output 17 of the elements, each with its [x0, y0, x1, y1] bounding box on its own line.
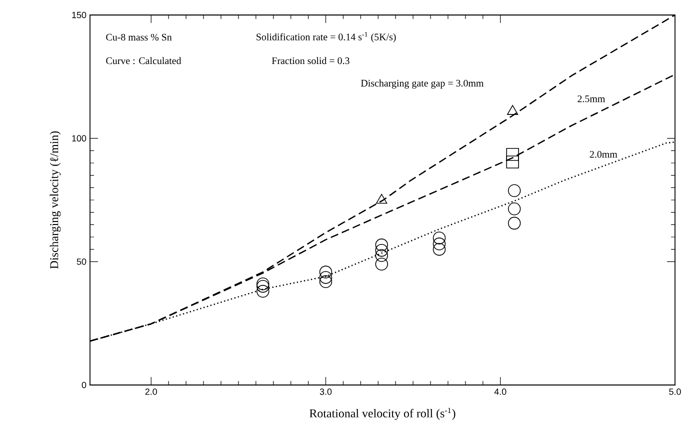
annotation: Fraction solid = 0.3 — [272, 57, 350, 64]
y-tick-label: 0 — [82, 382, 86, 388]
y-axis-title: Discharging velocity (ℓ/min) — [50, 131, 61, 269]
x-tick-label: 2.0 — [145, 388, 158, 395]
annotation: 2.5mm — [578, 96, 606, 102]
annotation: Curve : Calculated — [106, 57, 182, 64]
x-tick-label: 3.0 — [320, 388, 332, 395]
y-tick-label: 150 — [72, 12, 86, 18]
annotation: Discharging gate gap = 3.0mm — [360, 80, 484, 89]
x-axis-title: Rotational velocity of roll (s$^{-1}$) — [310, 408, 456, 420]
annotation: Solidification rate = 0.14 s$^{-1}$ (5K/s) — [256, 32, 396, 42]
y-tick-label: 50 — [76, 258, 86, 265]
x-tick-label: 4.0 — [494, 388, 506, 395]
annotation: 2.0mm — [590, 150, 618, 158]
x-tick-label: 5.0 — [669, 388, 681, 395]
annotation: Cu-8 mass % Sn — [106, 34, 172, 41]
y-tick-label: 100 — [72, 135, 86, 142]
